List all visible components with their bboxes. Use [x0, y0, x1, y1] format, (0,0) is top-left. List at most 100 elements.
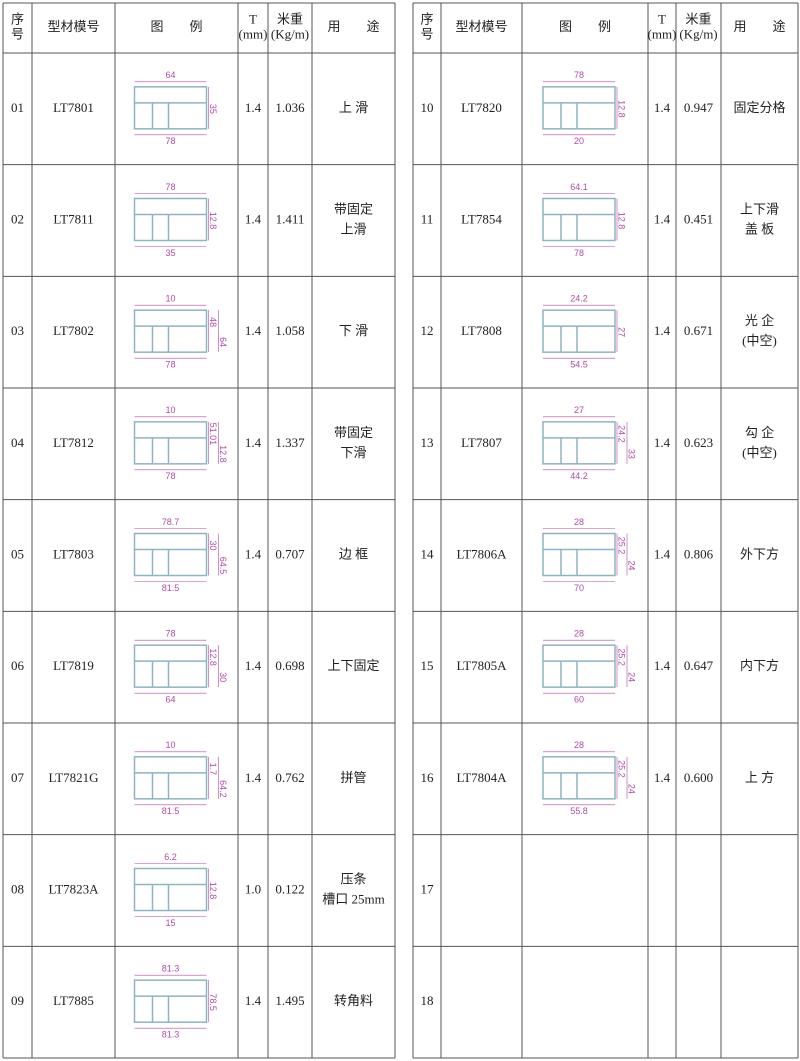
model-code: LT7803 [53, 546, 94, 561]
row-number: 05 [11, 546, 24, 561]
usage: 上滑 [340, 221, 366, 236]
weight: 0.647 [684, 658, 714, 673]
usage: 下滑 [340, 445, 366, 460]
weight: 0.762 [275, 770, 304, 785]
dimension: 33 [627, 449, 637, 459]
header-text: 号 [11, 26, 24, 41]
dimension: 25.2 [617, 760, 627, 778]
profile-outline [542, 197, 616, 242]
dimension: 12.8 [208, 212, 218, 230]
dimension: 81.5 [162, 583, 180, 593]
dimension: 35 [165, 248, 175, 258]
row-number: 17 [421, 881, 435, 896]
dimension: 51.01 [208, 423, 218, 446]
model-code: LT7802 [53, 323, 94, 338]
header-text: 图 例 [150, 19, 202, 34]
row-number: 11 [421, 211, 434, 226]
row-number: 04 [11, 435, 25, 450]
model-code: LT7806A [456, 546, 507, 561]
thickness: 1.4 [654, 546, 671, 561]
header-text: 米重 [277, 11, 303, 26]
usage: 带固定 [334, 201, 373, 216]
dimension: 64.5 [218, 557, 228, 575]
usage: 槽口 25mm [322, 891, 384, 906]
row-number: 13 [421, 435, 434, 450]
dimension: 44.2 [570, 471, 588, 481]
row-number: 10 [421, 100, 434, 115]
usage: 带固定 [334, 425, 373, 440]
dimension: 78.7 [162, 517, 180, 527]
thickness: 1.4 [654, 658, 671, 673]
model-code: LT7821G [48, 770, 98, 785]
profile-outline [133, 979, 208, 1023]
thickness: 1.4 [245, 435, 262, 450]
profile-outline [133, 644, 208, 688]
header-text: (mm) [648, 26, 677, 41]
model-code: LT7820 [461, 100, 502, 115]
dimension: 78.5 [208, 993, 218, 1011]
profile-outline [133, 532, 208, 577]
model-code: LT7807 [461, 435, 502, 450]
dimension: 70 [574, 583, 584, 593]
thickness: 1.4 [245, 658, 262, 673]
header-text: 型材模号 [47, 19, 99, 34]
dimension: 81.5 [162, 806, 180, 816]
header-text: T [658, 11, 666, 26]
dimension: 12.8 [208, 882, 218, 900]
profile-outline [542, 756, 616, 800]
header-text: 序 [11, 11, 24, 26]
dimension: 24 [627, 560, 637, 570]
model-code: LT7819 [53, 658, 94, 673]
usage: 上下固定 [327, 658, 379, 673]
dimension: 64 [165, 70, 175, 80]
dimension: 27 [574, 405, 584, 415]
header-text: 序 [420, 11, 433, 26]
row-number: 08 [11, 881, 24, 896]
dimension: 64 [218, 337, 228, 347]
weight: 1.036 [275, 100, 305, 115]
usage: 上 滑 [339, 100, 368, 115]
model-code: LT7854 [461, 211, 502, 226]
thickness: 1.4 [245, 323, 262, 338]
usage: 压条 [340, 871, 366, 886]
header-text: (mm) [239, 26, 268, 41]
dimension: 64.1 [570, 182, 588, 192]
usage: 勾 企 [745, 425, 774, 440]
dimension: 28 [574, 517, 584, 527]
thickness: 1.4 [245, 546, 262, 561]
header-text: 米重 [685, 11, 711, 26]
model-code: LT7885 [53, 993, 94, 1008]
profile-outline [133, 867, 208, 912]
thickness: 1.4 [245, 100, 262, 115]
profile-outline [542, 86, 616, 130]
header-text: 用 途 [327, 19, 379, 34]
dimension: 15 [165, 918, 175, 928]
dimension: 60 [574, 695, 584, 705]
row-number: 18 [421, 993, 434, 1008]
dimension: 10 [165, 405, 175, 415]
weight: 0.707 [275, 546, 305, 561]
row-number: 16 [421, 770, 435, 785]
dimension: 30 [218, 672, 228, 682]
weight: 0.947 [684, 100, 714, 115]
dimension: 81.3 [162, 1030, 180, 1040]
weight: 1.411 [276, 211, 305, 226]
dimension: 25.2 [617, 648, 627, 666]
weight: 0.698 [275, 658, 304, 673]
profile-outline [542, 532, 616, 577]
dimension: 12.8 [218, 445, 228, 463]
dimension: 24.2 [617, 425, 627, 443]
profile-outline [542, 309, 616, 353]
dimension: 78 [165, 629, 175, 639]
row-number: 03 [11, 323, 24, 338]
dimension: 28 [574, 740, 584, 750]
header-text: T [249, 11, 257, 26]
weight: 0.806 [684, 546, 714, 561]
profile-outline [542, 421, 616, 465]
dimension: 30 [208, 540, 218, 550]
thickness: 1.0 [245, 881, 261, 896]
header-text: 图 例 [559, 19, 611, 34]
profile-outline [133, 86, 208, 130]
weight: 1.058 [275, 323, 304, 338]
